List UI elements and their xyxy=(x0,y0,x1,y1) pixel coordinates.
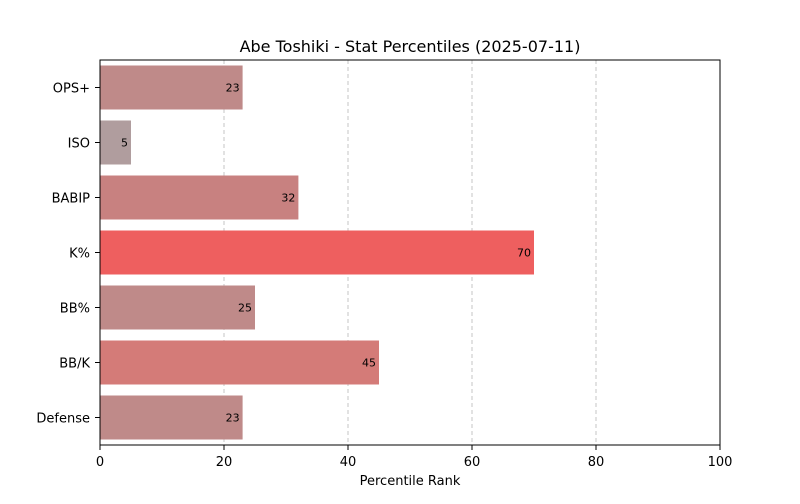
y-tick-label: ISO xyxy=(68,137,90,152)
x-tick-label: 80 xyxy=(588,455,605,470)
y-tick-label: BB% xyxy=(60,302,90,317)
y-tick-label: BABIP xyxy=(52,192,91,207)
bar-value-label: 25 xyxy=(238,302,252,315)
bar-iso xyxy=(100,120,131,165)
y-tick-label: OPS+ xyxy=(53,82,90,97)
x-axis-label: Percentile Rank xyxy=(360,474,461,489)
bar-value-label: 32 xyxy=(281,192,295,205)
bar-bb- xyxy=(100,285,255,330)
bar-value-label: 23 xyxy=(226,82,240,95)
x-tick-label: 40 xyxy=(340,455,357,470)
x-tick-label: 60 xyxy=(464,455,481,470)
bar-value-label: 45 xyxy=(362,357,376,370)
y-tick-label: K% xyxy=(69,247,90,262)
chart-title: Abe Toshiki - Stat Percentiles (2025-07-… xyxy=(240,37,581,56)
bar-defense xyxy=(100,395,243,440)
y-axis-ticks: OPS+ ISO BABIP K% BB% BB/K Defense xyxy=(36,82,100,427)
bar-k- xyxy=(100,230,534,275)
bar-value-label: 23 xyxy=(226,412,240,425)
y-tick-label: BB/K xyxy=(59,357,90,372)
x-tick-label: 20 xyxy=(216,455,233,470)
bars: 23 5 32 70 25 45 23 xyxy=(100,65,534,440)
y-tick-label: Defense xyxy=(36,412,90,427)
x-axis-ticks: 0 20 40 60 80 100 xyxy=(96,445,733,470)
bar-babip xyxy=(100,175,299,220)
x-tick-label: 100 xyxy=(708,455,733,470)
bar-bb-k xyxy=(100,340,379,385)
bar-value-label: 5 xyxy=(121,137,128,150)
x-tick-label: 0 xyxy=(96,455,104,470)
bar-value-label: 70 xyxy=(517,247,531,260)
bar-ops- xyxy=(100,65,243,110)
